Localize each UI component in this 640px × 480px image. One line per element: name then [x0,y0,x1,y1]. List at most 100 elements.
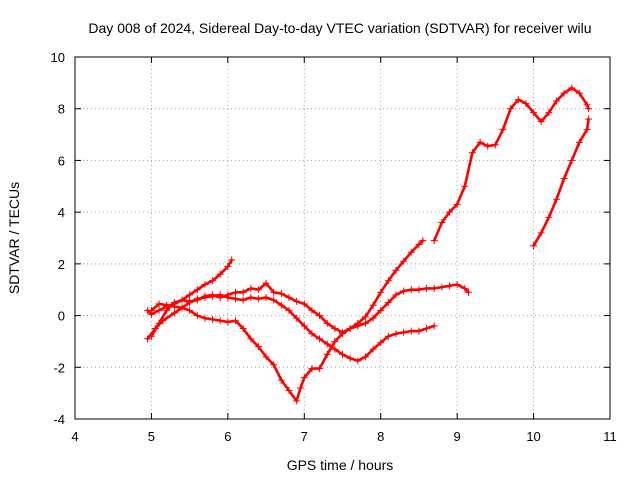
x-tick-label: 7 [301,429,308,444]
plot-frame [74,56,611,420]
data-point [400,287,408,295]
data-point [392,291,400,299]
data-point [553,97,560,105]
y-tick-label: 10 [51,50,65,65]
data-point [323,340,331,348]
x-tick-label: 10 [526,429,540,444]
data-point [392,330,400,338]
data-point [407,327,415,335]
data-point [461,284,469,292]
data-point [530,242,538,250]
data-point [228,256,236,264]
data-point [545,109,553,117]
data-point [178,304,186,312]
data-point [583,125,591,133]
data-point [545,213,553,221]
series-3 [147,237,427,340]
y-tick-label: -2 [53,360,65,375]
data-point [316,365,324,373]
data-point [193,312,201,320]
data-point [285,293,293,301]
data-point [499,125,507,133]
data-point [507,105,515,113]
data-point [170,309,178,317]
series-line [146,293,436,363]
data-point [423,284,431,292]
data-point [537,118,545,126]
data-point [224,262,232,270]
data-point [377,306,385,314]
data-point [553,195,560,203]
data-point [186,297,194,305]
data-point [568,156,576,164]
data-point [331,325,339,332]
data-point [254,286,262,294]
data-point [155,306,163,314]
data-point [453,200,461,208]
series-line [146,258,233,316]
data-point [296,384,304,392]
x-tick-label: 6 [224,429,231,444]
data-point [575,89,583,97]
data-point [323,319,331,327]
data-point [262,293,270,301]
data-point [377,288,385,296]
y-tick-label: 0 [58,309,65,324]
data-point [415,286,423,294]
data-point [308,306,316,314]
x-tick-label: 4 [71,429,78,444]
series-line [150,239,425,338]
data-point [300,300,308,308]
y-axis-label: SDTVAR / TECUs [6,182,22,294]
data-point [186,291,194,299]
x-tick-label: 11 [603,429,617,444]
data-point [346,325,354,332]
y-tick-label: 6 [58,153,65,168]
data-point [537,229,545,237]
data-point [415,327,423,335]
data-point [262,353,270,361]
data-point [277,301,285,309]
data-point [438,218,446,226]
data-point [407,248,415,256]
y-tick-label: -4 [53,412,65,427]
data-point [560,175,568,183]
data-point [384,277,392,285]
data-point [585,115,593,123]
data-point [232,317,239,325]
data-point [331,337,339,345]
data-point [201,281,209,289]
data-point [415,240,423,248]
data-point [216,270,224,278]
data-point [354,322,362,330]
data-point [270,361,278,369]
data-point [193,296,201,304]
data-point [575,138,583,146]
data-point [377,339,385,347]
data-point [407,286,415,294]
y-tick-label: 8 [58,102,65,117]
data-point [216,317,224,325]
axis-ticks [74,56,611,420]
data-point [232,295,239,303]
data-point [339,330,346,338]
data-point [232,288,239,296]
data-point [369,314,377,322]
series-5 [430,84,593,245]
series-line [532,117,590,248]
data-point [384,332,392,340]
y-tick-label: 4 [58,205,65,220]
x-tick-labels: 4 5 6 7 8 9 10 11 [71,429,616,444]
data-point [270,288,278,296]
data-point [209,315,217,323]
data-point [209,291,217,299]
x-tick-label: 9 [454,429,461,444]
data-point [384,299,392,307]
data-point [400,257,408,265]
data-point [446,282,453,290]
data-point [430,322,438,330]
data-point [316,335,324,343]
series-line [150,283,470,403]
data-point [209,277,217,285]
